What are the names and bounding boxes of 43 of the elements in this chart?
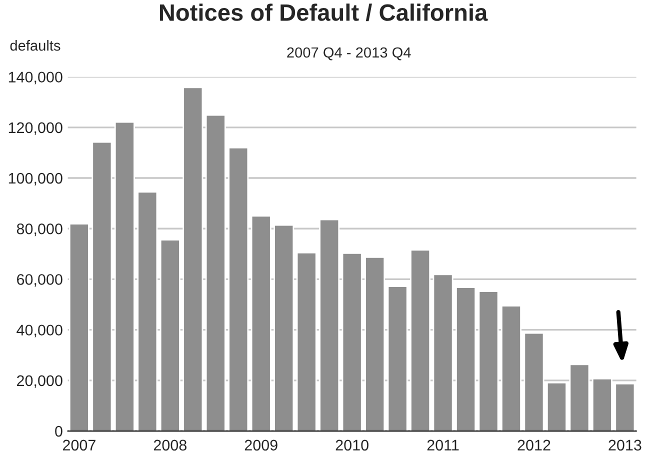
- bar: [296, 252, 317, 432]
- y-tick-label: 140,000: [8, 72, 62, 84]
- bar: [68, 223, 90, 432]
- x-tick-label: 2011: [427, 440, 459, 451]
- x-tick-label: 2009: [244, 440, 278, 451]
- bar: [182, 86, 204, 432]
- bar: [456, 286, 476, 432]
- bar: [342, 252, 362, 432]
- bar: [114, 121, 135, 432]
- bar: [137, 191, 158, 432]
- bar: [92, 141, 112, 432]
- bar: [501, 305, 522, 432]
- y-tick-label: 20,000: [17, 375, 62, 388]
- y-tick-label: 40,000: [16, 324, 62, 338]
- x-tick-label: 2012: [518, 440, 550, 451]
- x-tick-label: 2013: [608, 440, 642, 451]
- chart-title: Notices of Default / California: [160, 4, 488, 22]
- bar: [387, 286, 408, 432]
- bar: [478, 290, 499, 432]
- bar: [432, 274, 454, 432]
- bar: [592, 378, 612, 432]
- bar: [410, 249, 431, 432]
- bar: [274, 224, 294, 432]
- bar: [364, 256, 386, 432]
- bar: [546, 382, 567, 432]
- y-tick-label: 60,000: [17, 274, 62, 287]
- y-tick-label: 80,000: [16, 223, 62, 236]
- bar: [319, 218, 340, 432]
- y-tick-label: 0: [55, 426, 62, 437]
- bar: [250, 215, 272, 432]
- y-axis-title: defaults: [10, 40, 60, 51]
- bar: [524, 332, 544, 432]
- x-tick-label: 2010: [336, 440, 368, 451]
- y-tick-label: 120,000: [8, 122, 62, 135]
- bar: [160, 239, 180, 432]
- bar: [228, 146, 249, 432]
- bar: [614, 383, 636, 432]
- x-tick-label: 2008: [154, 440, 186, 451]
- x-tick-label: 2007: [62, 440, 96, 451]
- bar: [205, 114, 226, 432]
- chart-subtitle: 2007 Q4 - 2013 Q4: [287, 47, 411, 60]
- bar: [569, 364, 590, 432]
- y-tick-label: 100,000: [8, 172, 62, 186]
